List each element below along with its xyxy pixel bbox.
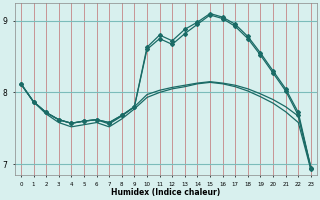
X-axis label: Humidex (Indice chaleur): Humidex (Indice chaleur) <box>111 188 220 197</box>
